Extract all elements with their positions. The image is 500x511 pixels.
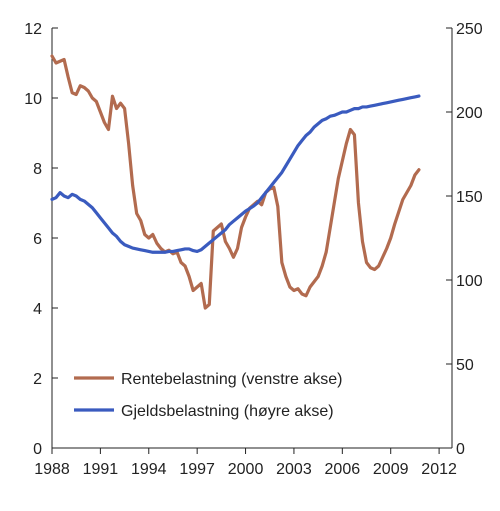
y-tick-label: 10 <box>24 91 42 108</box>
x-tick-label: 2006 <box>325 461 361 478</box>
y2-tick-label: 50 <box>456 357 474 374</box>
legend: Rentebelastning (venstre akse) Gjeldsbela… <box>74 371 342 420</box>
series-line-gjeldsbelastning <box>50 94 421 254</box>
y2-tick-label: 250 <box>456 21 483 38</box>
y-tick-label: 8 <box>33 161 42 178</box>
x-tick-label: 1991 <box>83 461 119 478</box>
x-tick-label: 2000 <box>228 461 264 478</box>
x-tick-label: 2009 <box>373 461 409 478</box>
x-tick-label: 1988 <box>34 461 70 478</box>
legend-label: Gjeldsbelastning (høyre akse) <box>121 403 334 420</box>
x-tick-label: 2003 <box>276 461 312 478</box>
y-tick-label: 0 <box>33 441 42 458</box>
x-tick-label: 2012 <box>421 461 457 478</box>
legend-label: Rentebelastning (venstre akse) <box>121 371 342 388</box>
y-tick-label: 2 <box>33 371 42 388</box>
y-tick-label: 6 <box>33 231 42 248</box>
y2-tick-label: 200 <box>456 105 483 122</box>
axes: 0 2 4 6 8 10 12 0 50 100 150 200 250 1988 1991 1994 1997… <box>24 21 483 478</box>
y2-tick-label: 100 <box>456 273 483 290</box>
series-layer <box>50 54 421 310</box>
y-tick-label: 12 <box>24 21 42 38</box>
y-tick-label: 4 <box>33 301 42 318</box>
y2-tick-label: 0 <box>456 441 465 458</box>
x-tick-label: 1994 <box>131 461 167 478</box>
y2-tick-label: 150 <box>456 189 483 206</box>
series-line-rentebelastning <box>50 54 421 310</box>
x-tick-label: 1997 <box>179 461 215 478</box>
